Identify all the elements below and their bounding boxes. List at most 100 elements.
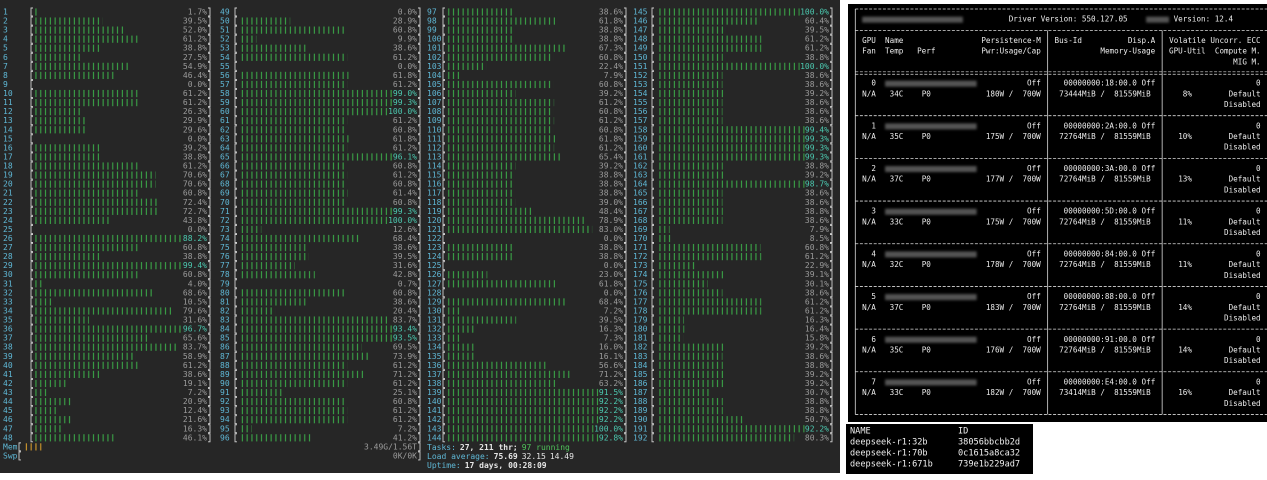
bracket: [30, 433, 33, 443]
gpu-compute: Default: [1229, 175, 1261, 184]
gpu-persistence: Off: [1027, 335, 1041, 344]
mem-value: 3.49G/1.56T: [364, 442, 417, 451]
bracket: [651, 252, 654, 262]
bracket: [30, 279, 33, 289]
bracket: [651, 224, 654, 234]
cpu-bar: [656, 361, 723, 369]
bracket: [30, 243, 33, 253]
cpu-percent: 60.8%: [393, 180, 417, 189]
cpu-percent: 91.5%: [599, 388, 623, 397]
cpu-id: 122: [427, 234, 442, 243]
bracket: [830, 98, 833, 108]
gpu-mem-total: 81559MiB: [1114, 303, 1151, 312]
cpu-percent: 61.2%: [393, 143, 417, 152]
cpu-percent: 42.8%: [393, 270, 417, 279]
cpu-percent: 30.1%: [805, 279, 829, 288]
cpu-id: 64: [220, 143, 230, 152]
gpu-mig: Disabled: [1224, 185, 1261, 194]
cpu-id: 191: [633, 424, 648, 433]
bracket: [418, 279, 421, 289]
cpu-percent: 26.3%: [183, 107, 207, 116]
model-id: 38056bbcbb2d: [958, 438, 1020, 448]
bracket: [651, 306, 654, 316]
cpu-id: 1: [3, 8, 8, 17]
cpu-percent: 9.9%: [398, 35, 417, 44]
gpu-bus-id: 00000000:88:00.0: [1064, 292, 1138, 301]
cpu-percent: 38.6%: [805, 288, 829, 297]
cpu-percent: 48.4%: [599, 207, 623, 216]
bracket: [418, 388, 421, 397]
cpu-id: 43: [3, 388, 13, 397]
bracket: [442, 89, 445, 98]
bracket: [234, 125, 237, 135]
gpu-perf: P0: [922, 345, 932, 354]
bracket: [234, 379, 237, 388]
bracket: [208, 80, 211, 89]
bracket: [624, 143, 627, 153]
bracket: [624, 188, 627, 198]
slash: /: [1009, 89, 1014, 98]
cpu-id: 11: [3, 98, 13, 107]
bracket: [234, 52, 237, 62]
redaction: [885, 336, 977, 343]
bracket: [418, 351, 421, 361]
cpu-percent: 61.2%: [183, 361, 207, 370]
cpu-percent: 61.2%: [805, 252, 829, 261]
gpu-mem-used: 72764MiB: [1059, 132, 1096, 141]
bracket: [30, 125, 33, 135]
bracket: [651, 406, 654, 416]
bracket: [442, 252, 445, 262]
gpu-power: 182W: [986, 388, 1005, 397]
load-value: 14.49: [550, 451, 574, 460]
cpu-id: 129: [427, 297, 442, 306]
bracket: [30, 43, 33, 53]
cpu-bar: [447, 388, 608, 397]
bracket: [208, 43, 211, 53]
gpu-perf: P0: [922, 217, 932, 226]
label-backdrop: [799, 62, 830, 71]
bracket: [234, 342, 237, 352]
bracket: [830, 188, 833, 198]
cpu-id: 58: [220, 89, 230, 98]
cpu-id: 139: [427, 388, 442, 397]
cpu-percent: 60.8%: [599, 107, 623, 116]
cpu-bar: [239, 434, 312, 442]
gpu-fan: N/A: [862, 89, 876, 98]
cpu-percent: 39.0%: [599, 198, 623, 207]
cpu-bar: [447, 171, 515, 179]
cpu-percent: 93.5%: [393, 334, 417, 343]
bracket: [442, 134, 445, 144]
cpu-id: 84: [220, 325, 230, 334]
cpu-id: 14: [3, 125, 13, 134]
load-value: 32.15: [522, 451, 546, 460]
cpu-id: 121: [427, 225, 442, 234]
bracket: [208, 306, 211, 316]
cpu-id: 156: [633, 107, 648, 116]
bracket: [624, 315, 627, 325]
cpu-id: 166: [633, 198, 648, 207]
cpu-id: 3: [3, 26, 8, 35]
mem-bar: [23, 443, 42, 451]
label-backdrop: [804, 143, 830, 152]
bracket: [234, 143, 237, 153]
cpu-percent: 98.7%: [805, 180, 829, 189]
cpu-percent: 61.2%: [393, 406, 417, 415]
bracket: [830, 324, 833, 334]
gpu-mem-used: 73444MiB: [1059, 89, 1096, 98]
bracket: [234, 206, 237, 216]
bracket: [442, 324, 445, 334]
label-backdrop: [182, 261, 208, 270]
gpu-ecc: 0: [1256, 249, 1261, 258]
cpu-bar: [447, 334, 460, 342]
bracket: [651, 215, 654, 225]
slash: /: [1009, 388, 1014, 397]
cpu-percent: 96.7%: [183, 325, 207, 334]
label-backdrop: [804, 152, 830, 161]
bracket: [234, 116, 237, 126]
bracket: [30, 170, 33, 180]
gpu-ecc: 0: [1256, 335, 1261, 344]
model-name: deepseek-r1:32b: [850, 438, 928, 448]
bracket: [624, 333, 627, 343]
bracket: [234, 43, 237, 53]
bracket: [624, 324, 627, 334]
